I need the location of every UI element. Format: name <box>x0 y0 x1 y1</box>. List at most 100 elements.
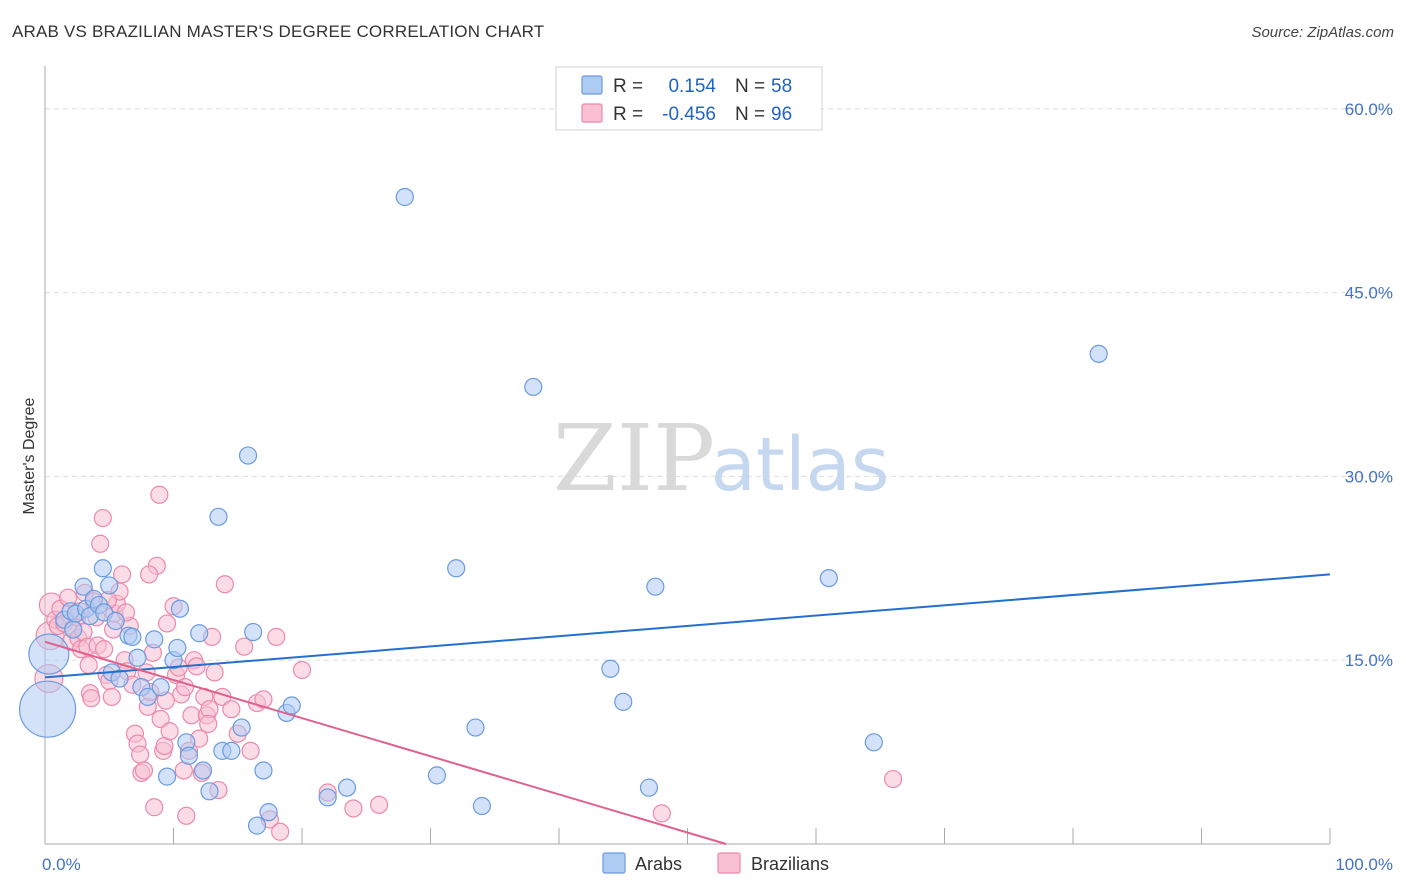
arabs-point-1 <box>28 633 70 675</box>
brazilian-point-89 <box>79 655 98 675</box>
source-label: Source: ZipAtlas.com <box>1251 24 1394 41</box>
brazilian-point-85 <box>370 795 389 814</box>
brazilian-point-60 <box>182 706 201 725</box>
arabs-point-35 <box>222 741 241 760</box>
arabs-point-40 <box>254 761 273 780</box>
arabs-point-13 <box>93 559 112 578</box>
brazilian-point-86 <box>652 804 671 823</box>
arabs-point-23 <box>151 678 170 697</box>
brazilian-point-48 <box>151 709 170 729</box>
arabs-point-45 <box>337 778 357 797</box>
arabs-point-48 <box>447 559 466 578</box>
watermark-zip: ZIP <box>553 405 715 512</box>
brazilian-point-23 <box>95 640 114 659</box>
y-tick-label-2: 45.0% <box>1345 284 1393 303</box>
brazilian-point-40 <box>134 761 154 780</box>
series-legend-label-brazilians: Brazilians <box>751 854 829 874</box>
arabs-point-58 <box>1089 344 1108 363</box>
brazilian-point-80 <box>267 627 286 647</box>
arabs-point-43 <box>282 696 301 715</box>
arabs-point-52 <box>601 659 620 678</box>
arabs-point-38 <box>244 622 263 642</box>
arabs-point-49 <box>466 718 485 737</box>
arabs-series <box>18 187 1108 835</box>
brazilian-point-26 <box>102 687 121 707</box>
arabs-point-19 <box>128 648 147 667</box>
arabs-point-31 <box>193 761 213 780</box>
arabs-point-21 <box>138 687 157 707</box>
series-legend-label-arabs: Arabs <box>635 854 682 874</box>
arabs-point-36 <box>232 718 251 737</box>
brazilian-point-81 <box>271 822 290 841</box>
series-legend-swatch-arabs <box>602 852 626 874</box>
grid-lines <box>45 108 1392 661</box>
chart-title: ARAB VS BRAZILIAN MASTER'S DEGREE CORREL… <box>12 22 545 41</box>
brazilian-point-45 <box>145 798 164 817</box>
arabs-point-27 <box>170 599 190 618</box>
brazilian-point-95 <box>199 714 218 734</box>
arabs-point-51 <box>524 377 543 397</box>
x-tick-label-0: 0.0% <box>42 855 81 874</box>
arabs-point-12 <box>100 576 119 595</box>
brazilians-series <box>34 485 903 841</box>
brazilian-point-58 <box>177 806 196 825</box>
arabs-point-37 <box>238 446 258 465</box>
y-tick-label-3: 60.0% <box>1345 100 1393 119</box>
arabs-point-0 <box>18 680 77 738</box>
brazilian-point-38 <box>130 745 150 764</box>
arabs-point-55 <box>646 577 665 596</box>
y-tick-label-0: 15.0% <box>1345 651 1393 670</box>
brazilian-point-87 <box>883 769 903 789</box>
arabs-point-29 <box>179 746 199 765</box>
arabs-point-53 <box>614 692 633 711</box>
arabs-point-57 <box>864 733 883 752</box>
arabs-point-24 <box>157 767 177 786</box>
legend-r-label-arabs: R = <box>613 76 643 97</box>
arabs-point-39 <box>247 816 267 835</box>
arabs-point-47 <box>427 766 447 785</box>
watermark-atlas: atlas <box>711 422 890 508</box>
arabs-trend-line <box>44 573 1331 679</box>
arabs-point-6 <box>74 577 93 596</box>
arabs-point-33 <box>209 507 228 526</box>
arabs-point-26 <box>168 638 187 658</box>
arabs-point-30 <box>190 624 209 643</box>
legend-r-label-brazilians: R = <box>613 104 643 125</box>
brazilian-point-84 <box>344 799 363 818</box>
series-legend: Arabs Brazilians <box>602 852 829 874</box>
brazilians-trend-line <box>44 640 727 845</box>
arabs-point-18 <box>123 627 142 647</box>
brazilian-point-92 <box>139 565 159 584</box>
arabs-point-54 <box>639 778 659 797</box>
legend-swatch-arabs <box>581 75 603 95</box>
brazilian-point-17 <box>82 689 101 708</box>
legend-n-label-arabs: N = <box>735 76 765 97</box>
arabs-point-4 <box>64 620 83 639</box>
brazilian-point-75 <box>235 637 254 656</box>
legend-n-label-brazilians: N = <box>735 104 765 125</box>
correlation-legend: R = 0.154 N = 58 R = -0.456 N = 96 <box>555 66 823 131</box>
arabs-point-44 <box>318 788 337 807</box>
legend-swatch-brazilians <box>581 103 603 123</box>
arabs-point-50 <box>472 796 491 816</box>
arabs-point-22 <box>145 630 164 649</box>
brazilian-point-78 <box>254 690 273 709</box>
arabs-point-56 <box>819 568 838 588</box>
brazilian-point-22 <box>93 508 112 528</box>
legend-n-value-arabs: 58 <box>771 76 792 97</box>
series-legend-swatch-brazilians <box>717 852 741 874</box>
legend-r-value-arabs: 0.154 <box>668 76 716 97</box>
y-axis-label: Master's Degree <box>21 397 38 514</box>
y-tick-label-1: 30.0% <box>1345 467 1393 486</box>
watermark: ZIP atlas <box>553 405 890 512</box>
arabs-point-41 <box>259 803 278 822</box>
brazilian-point-72 <box>215 575 234 594</box>
legend-n-value-brazilians: 96 <box>771 104 792 125</box>
brazilian-point-51 <box>157 614 177 633</box>
brazilian-point-52 <box>160 722 179 741</box>
brazilian-point-69 <box>205 663 224 682</box>
x-tick-label-1: 100.0% <box>1335 855 1393 874</box>
arabs-point-32 <box>200 782 219 801</box>
brazilian-point-73 <box>222 700 241 719</box>
